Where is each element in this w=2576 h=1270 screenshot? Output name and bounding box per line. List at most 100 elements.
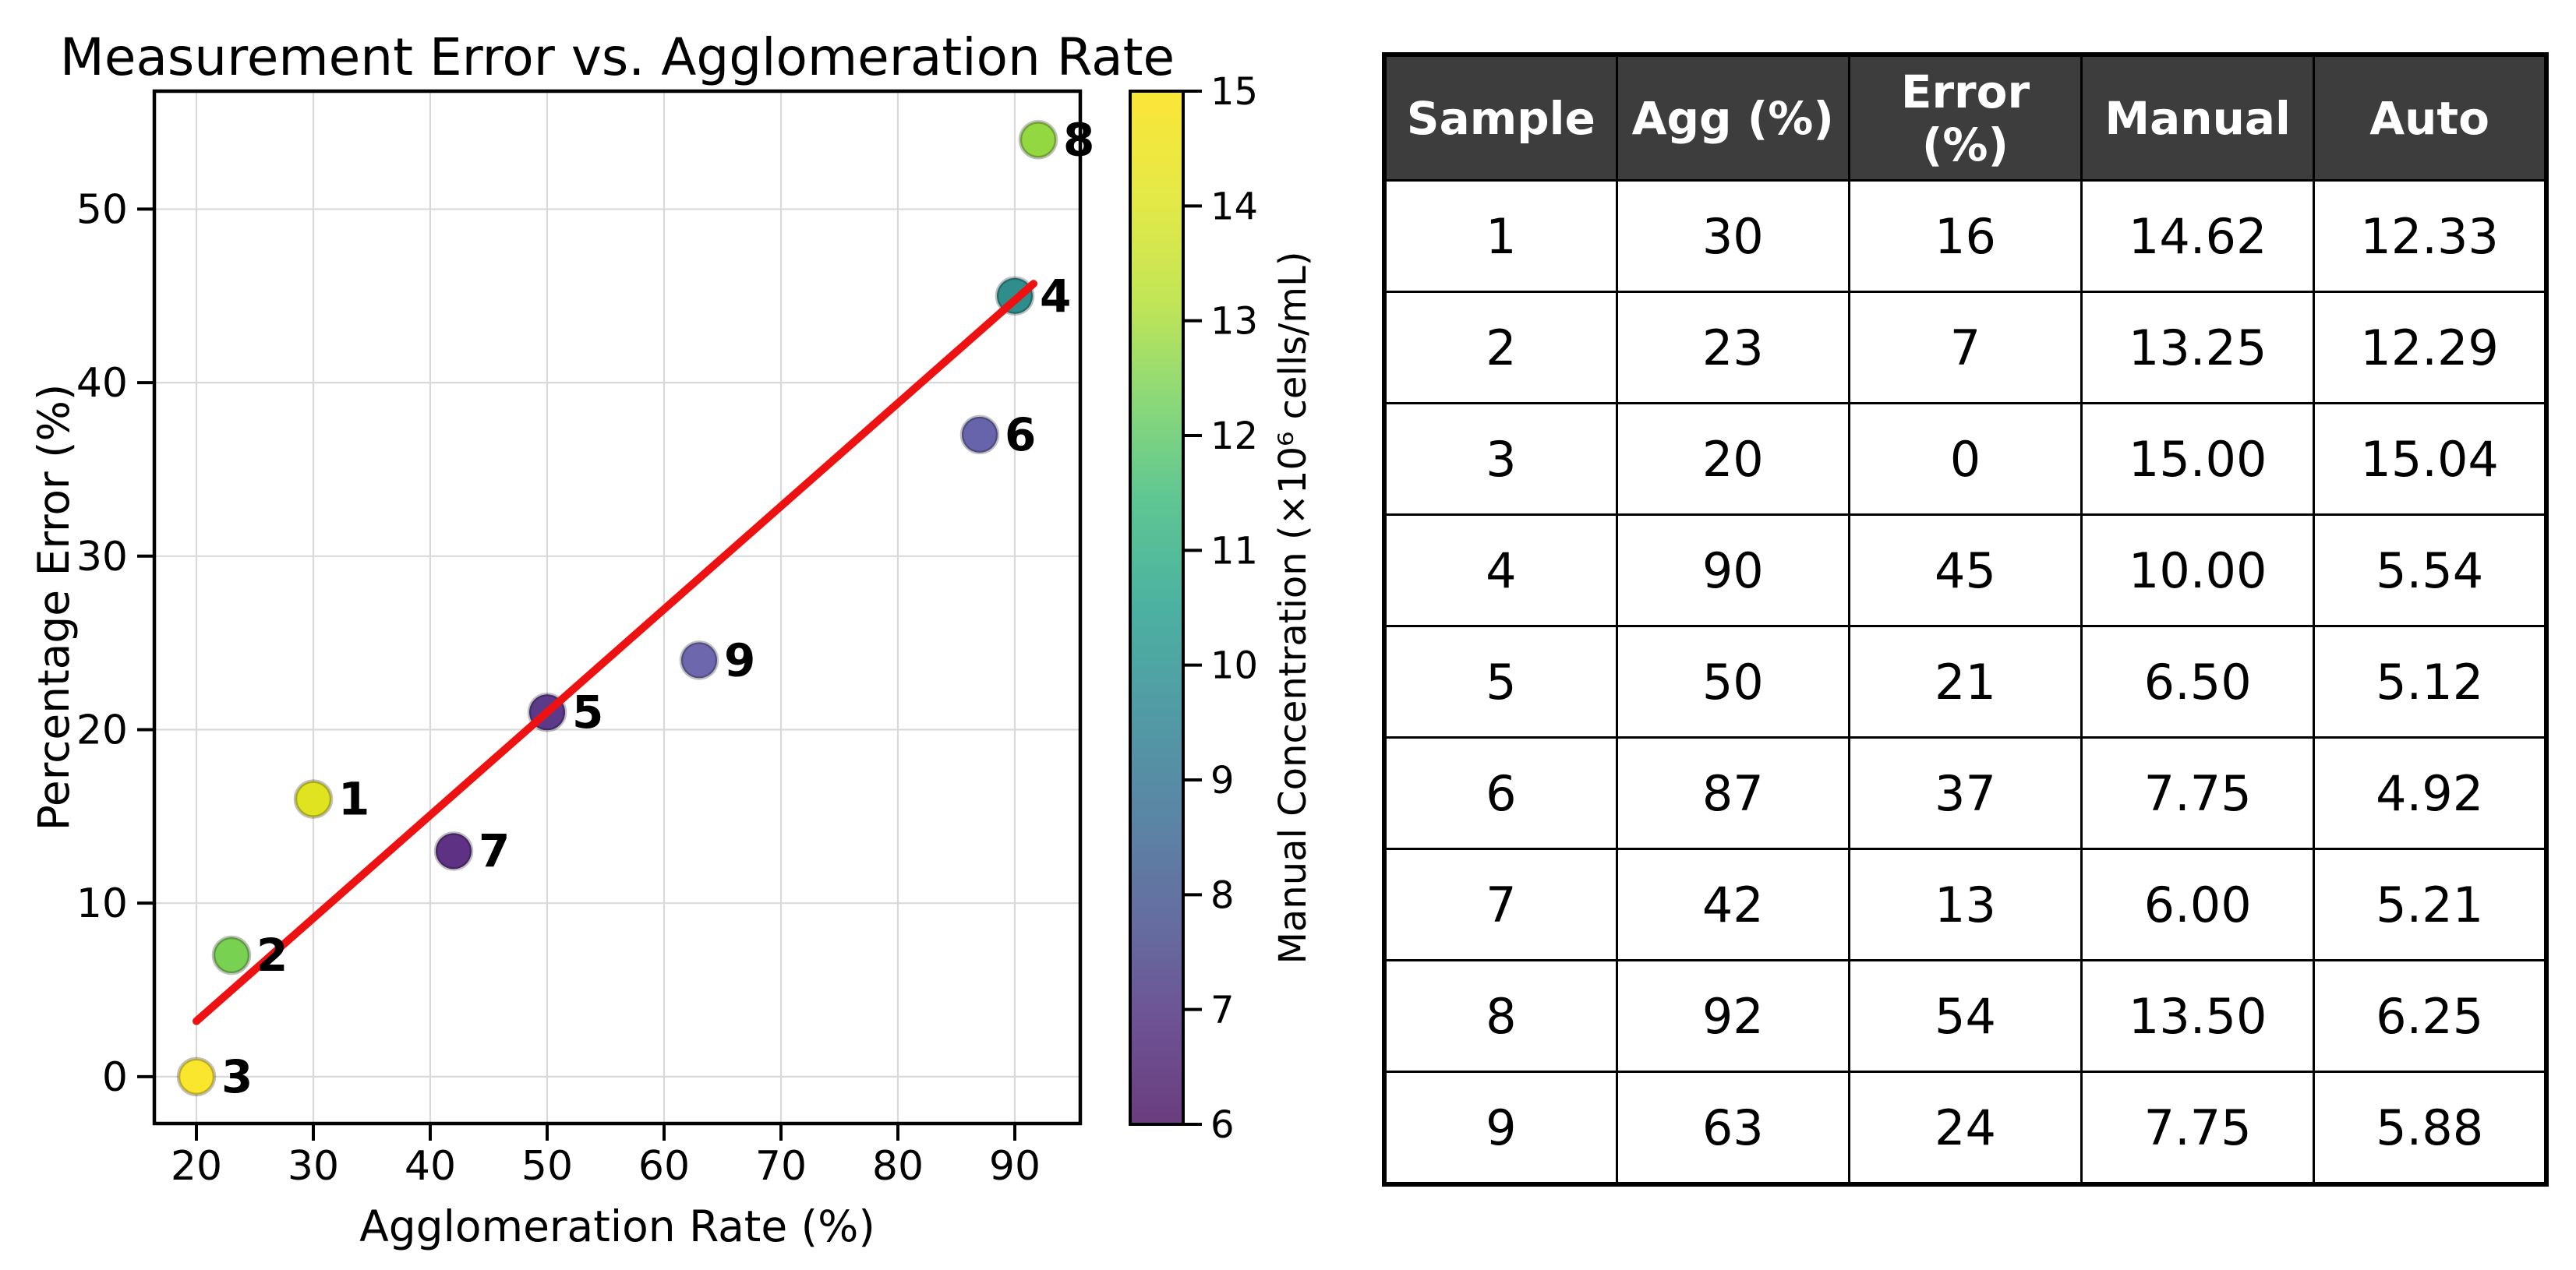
cell-error: 13 <box>1847 848 2083 961</box>
table-body: 1 30 16 14.62 12.33 2 23 7 13.25 12.29 3 20 0 15.00 15… <box>1383 179 2548 1186</box>
point-label: 3 <box>221 1050 253 1103</box>
col-header-auto: Auto <box>2313 53 2548 182</box>
cell-auto: 12.29 <box>2313 291 2548 404</box>
cell-error: 7 <box>1847 291 2083 404</box>
x-tick-label: 20 <box>171 1143 222 1190</box>
cell-agg: 90 <box>1615 513 1850 627</box>
point-label: 2 <box>256 929 288 982</box>
scatter-points <box>176 120 1058 1097</box>
colorbar-tick-label: 7 <box>1210 989 1235 1032</box>
cell-sample: 4 <box>1383 513 1618 627</box>
table-row: 8 92 54 13.50 6.25 <box>1383 959 2548 1073</box>
cell-auto: 4.92 <box>2313 736 2548 850</box>
scatter-point <box>1018 120 1058 160</box>
colorbar-tick-label: 12 <box>1210 415 1258 458</box>
plot-border <box>152 89 1083 1126</box>
point-label: 7 <box>479 824 510 877</box>
cell-error: 21 <box>1847 625 2083 739</box>
x-tick-label: 70 <box>755 1143 807 1190</box>
colorbar-tick-label: 14 <box>1210 185 1258 228</box>
x-tick-label: 60 <box>638 1143 690 1190</box>
results-table: Sample Agg (%) Error (%) Manual Auto 1 30… <box>1382 52 2549 1187</box>
colorbar: 6 7 8 9 10 11 12 13 14 15 Manual Concentration (×1… <box>1129 70 1315 1147</box>
point-label: 6 <box>1005 408 1036 461</box>
cell-agg: 92 <box>1615 959 1850 1073</box>
colorbar-axis-label: Manual Concentration (×10⁶ cells/mL) <box>1271 251 1315 964</box>
cell-agg: 87 <box>1615 736 1850 850</box>
colorbar-tick-label: 8 <box>1210 873 1235 917</box>
cell-error: 24 <box>1847 1071 2083 1186</box>
cell-manual: 6.50 <box>2080 625 2316 739</box>
scatter-point <box>211 935 252 975</box>
table-row: 6 87 37 7.75 4.92 <box>1383 736 2548 850</box>
cell-error: 54 <box>1847 959 2083 1073</box>
cell-error: 16 <box>1847 179 2083 293</box>
colorbar-tick-label: 11 <box>1210 529 1258 573</box>
cell-agg: 42 <box>1615 848 1850 961</box>
chart-title: Measurement Error vs. Agglomeration Rate <box>60 27 1175 87</box>
table-row: 2 23 7 13.25 12.29 <box>1383 291 2548 404</box>
cell-sample: 7 <box>1383 848 1618 961</box>
colorbar-gradient <box>1130 91 1183 1124</box>
scatter-point <box>679 640 719 680</box>
cell-sample: 2 <box>1383 291 1618 404</box>
cell-manual: 10.00 <box>2080 513 2316 627</box>
colorbar-tick-label: 15 <box>1210 70 1258 114</box>
cell-sample: 1 <box>1383 179 1618 293</box>
table-row: 7 42 13 6.00 5.21 <box>1383 848 2548 961</box>
col-header-sample: Sample <box>1383 53 1618 182</box>
colorbar-tick-label: 6 <box>1210 1103 1235 1147</box>
colorbar-tick-label: 10 <box>1210 644 1258 688</box>
scatter-chart: Measurement Error vs. Agglomeration Rate… <box>29 27 1315 1251</box>
col-header-agg: Agg (%) <box>1615 53 1850 182</box>
cell-auto: 5.54 <box>2313 513 2548 627</box>
y-tick-label: 0 <box>102 1054 128 1101</box>
x-tick-label: 40 <box>405 1143 456 1190</box>
cell-auto: 5.12 <box>2313 625 2548 739</box>
point-label: 4 <box>1040 270 1071 323</box>
point-label: 9 <box>724 633 755 686</box>
y-tick-label: 50 <box>76 186 128 233</box>
table-row: 9 63 24 7.75 5.88 <box>1383 1071 2548 1186</box>
y-axis: 0 10 20 30 40 50 <box>76 186 154 1101</box>
cell-sample: 5 <box>1383 625 1618 739</box>
x-axis-label: Agglomeration Rate (%) <box>359 1201 875 1251</box>
cell-error: 45 <box>1847 513 2083 627</box>
cell-sample: 8 <box>1383 959 1618 1073</box>
scatter-point <box>176 1057 217 1097</box>
table-row: 5 50 21 6.50 5.12 <box>1383 625 2548 739</box>
cell-agg: 30 <box>1615 179 1850 293</box>
cell-manual: 7.75 <box>2080 736 2316 850</box>
scatter-point <box>433 831 474 871</box>
y-tick-label: 30 <box>76 534 128 580</box>
cell-manual: 7.75 <box>2080 1071 2316 1186</box>
table-header: Sample Agg (%) Error (%) Manual Auto <box>1383 53 2548 182</box>
y-axis-label: Percentage Error (%) <box>29 384 79 831</box>
cell-agg: 20 <box>1615 402 1850 516</box>
cell-manual: 13.25 <box>2080 291 2316 404</box>
y-tick-label: 20 <box>76 707 128 753</box>
cell-auto: 6.25 <box>2313 959 2548 1073</box>
cell-agg: 23 <box>1615 291 1850 404</box>
x-axis: 20 30 40 50 60 70 80 90 <box>171 1124 1041 1190</box>
cell-auto: 12.33 <box>2313 179 2548 293</box>
cell-error: 37 <box>1847 736 2083 850</box>
cell-manual: 15.00 <box>2080 402 2316 516</box>
table-header-row: Sample Agg (%) Error (%) Manual Auto <box>1383 53 2548 182</box>
x-tick-label: 30 <box>288 1143 339 1190</box>
scatter-point <box>959 415 1000 455</box>
col-header-error: Error (%) <box>1847 53 2083 182</box>
cell-agg: 50 <box>1615 625 1850 739</box>
point-label: 5 <box>572 686 603 739</box>
table-row: 4 90 45 10.00 5.54 <box>1383 513 2548 627</box>
gridlines <box>154 91 1080 1124</box>
trend-line <box>193 280 1037 1025</box>
cell-auto: 5.21 <box>2313 848 2548 961</box>
cell-manual: 6.00 <box>2080 848 2316 961</box>
cell-auto: 5.88 <box>2313 1071 2548 1186</box>
colorbar-tick-label: 9 <box>1210 759 1235 803</box>
point-label: 1 <box>338 773 369 826</box>
cell-agg: 63 <box>1615 1071 1850 1186</box>
colorbar-border <box>1129 90 1185 1126</box>
